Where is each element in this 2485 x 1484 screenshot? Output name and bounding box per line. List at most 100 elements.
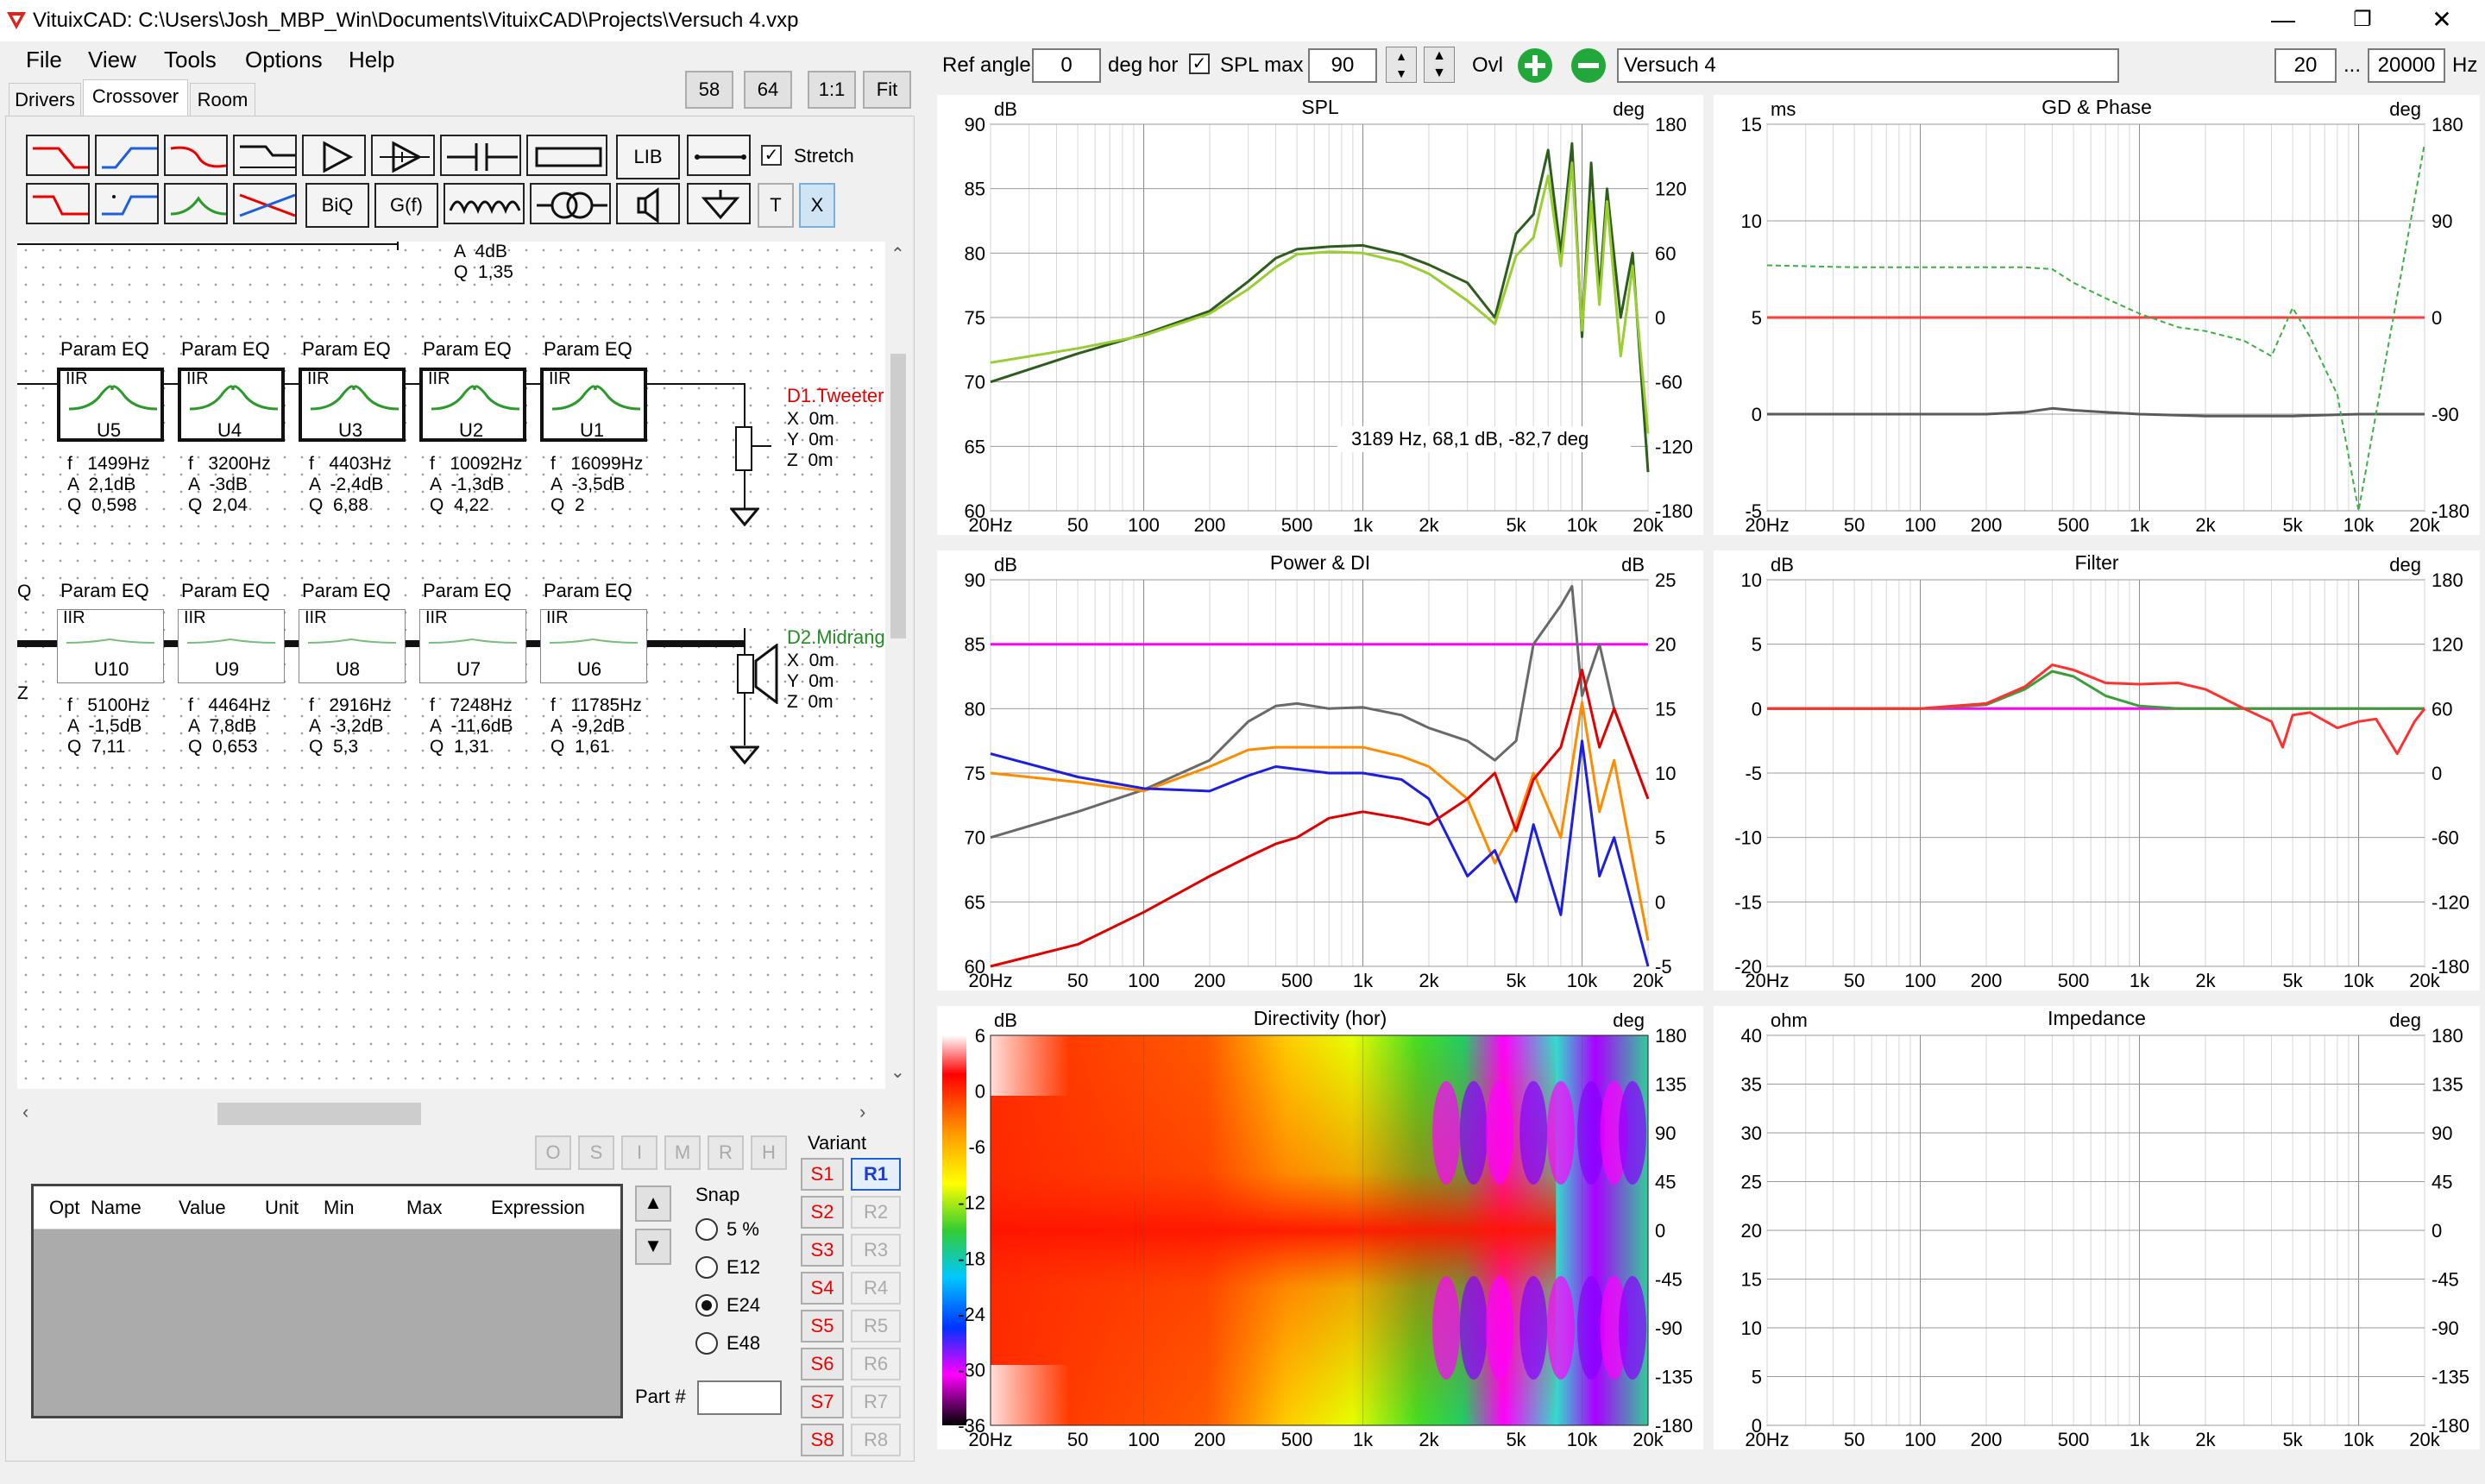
variant-s7-button[interactable]: S7 <box>801 1386 844 1418</box>
text-tool-button[interactable]: T <box>758 183 794 228</box>
stretch-checkbox[interactable]: ✓ <box>761 145 782 166</box>
lowpass-2-icon[interactable] <box>26 183 90 224</box>
transformer-icon[interactable] <box>530 183 611 224</box>
variant-s3-button[interactable]: S3 <box>801 1234 844 1267</box>
capacitor-icon[interactable] <box>440 135 521 176</box>
tweeter-driver-label[interactable]: D1.Tweeter <box>787 385 884 406</box>
variant-s2-button[interactable]: S2 <box>801 1196 844 1229</box>
filter-chart[interactable]: Filter dB deg 10 5 0 -5 -10 -15 -20 180 120 60 0 -60 -1… <box>1714 550 2480 990</box>
table-column-header[interactable]: Name <box>91 1197 142 1218</box>
schematic-canvas[interactable]: A 4dB Q 1,35 D1.Tweeter X 0m Y 0m Z 0m Q… <box>17 242 885 1089</box>
lowpass-filter-icon[interactable] <box>26 135 90 176</box>
bandstop-filter-icon[interactable] <box>164 135 228 176</box>
optimizer-r-button[interactable]: R <box>708 1135 744 1170</box>
menu-file[interactable]: File <box>26 47 62 72</box>
variant-s8-button[interactable]: S8 <box>801 1424 844 1456</box>
restore-button[interactable]: ❐ <box>2353 8 2372 31</box>
directivity-chart[interactable]: Directivity (hor) dB deg 6 0 -6 -12 -18 -24 -30 -3… <box>937 1006 1703 1449</box>
tweeter-driver-icon[interactable] <box>735 426 752 471</box>
impedance-chart[interactable]: Impedance ohm deg 40 35 30 25 20 15 10 5 0 180 135 90 4… <box>1714 1006 2480 1449</box>
zoom-64-button[interactable]: 64 <box>744 71 792 109</box>
menu-view[interactable]: View <box>88 47 136 72</box>
midrange-driver-label[interactable]: D2.Midrang <box>787 626 885 648</box>
amplifier-icon[interactable] <box>302 135 366 176</box>
table-column-header[interactable]: Value <box>179 1197 226 1218</box>
resistor-icon[interactable] <box>526 135 607 176</box>
optimizer-m-button[interactable]: M <box>664 1135 701 1170</box>
tweeter-eq-u2[interactable]: IIR U2 <box>419 368 526 442</box>
variant-r2-button[interactable]: R2 <box>851 1196 901 1229</box>
table-column-header[interactable]: Min <box>324 1197 355 1218</box>
add-overlay-icon[interactable] <box>1515 47 1555 85</box>
spin-down-icon[interactable]: ▼ <box>1395 66 1407 80</box>
variant-r4-button[interactable]: R4 <box>851 1272 901 1305</box>
variant-r8-button[interactable]: R8 <box>851 1424 901 1456</box>
minimize-button[interactable]: — <box>2271 6 2295 33</box>
tab-crossover[interactable]: Crossover <box>83 79 188 117</box>
variant-r5-button[interactable]: R5 <box>851 1310 901 1343</box>
delete-tool-button[interactable]: X <box>799 183 835 228</box>
snap-e24-radio[interactable] <box>695 1294 718 1317</box>
variant-s4-button[interactable]: S4 <box>801 1272 844 1305</box>
vscroll-thumb[interactable] <box>890 354 906 638</box>
mid-eq-u7[interactable]: IIR U7 <box>419 608 526 683</box>
tab-drivers[interactable]: Drivers <box>9 83 81 117</box>
tweeter-eq-u5[interactable]: IIR U5 <box>57 368 164 442</box>
zoom-1to1-button[interactable]: 1:1 <box>808 71 856 109</box>
table-column-header[interactable]: Expression <box>491 1197 585 1218</box>
summing-amp-icon[interactable] <box>371 135 435 176</box>
freq-max-input[interactable] <box>2368 48 2445 83</box>
library-button[interactable]: LIB <box>616 135 680 179</box>
optimizer-h-button[interactable]: H <box>751 1135 787 1170</box>
variant-s5-button[interactable]: S5 <box>801 1310 844 1343</box>
remove-overlay-icon[interactable] <box>1569 47 1608 85</box>
menu-tools[interactable]: Tools <box>164 47 217 72</box>
variant-r7-button[interactable]: R7 <box>851 1386 901 1418</box>
tweeter-eq-u3[interactable]: IIR U3 <box>299 368 406 442</box>
table-column-header[interactable]: Unit <box>265 1197 299 1218</box>
mid-eq-u8[interactable]: IIR U8 <box>299 608 406 683</box>
scroll-right-icon[interactable]: › <box>859 1101 866 1122</box>
hscroll-thumb[interactable] <box>217 1103 421 1125</box>
snap-e12-radio[interactable] <box>695 1256 718 1279</box>
spin-up-icon[interactable]: ▲ <box>1395 49 1407 63</box>
variant-r6-button[interactable]: R6 <box>851 1348 901 1380</box>
highpass-2-icon[interactable] <box>95 183 159 224</box>
optimizer-o-button[interactable]: O <box>535 1135 571 1170</box>
move-down-icon[interactable]: ▼ <box>635 1229 671 1265</box>
scroll-down-icon[interactable]: ⌄ <box>890 1063 905 1082</box>
spl-max-checkbox[interactable]: ✓ <box>1189 53 1210 74</box>
wire-icon[interactable] <box>687 135 751 176</box>
mid-eq-u9[interactable]: IIR U9 <box>178 608 285 683</box>
variant-s6-button[interactable]: S6 <box>801 1348 844 1380</box>
power-di-chart[interactable]: Power & DI dB dB 90 85 80 75 70 65 60 25 20 15 10 5 0 -5… <box>937 550 1703 990</box>
part-number-input[interactable] <box>697 1380 782 1415</box>
optimizer-table[interactable]: Opt Name Value Unit Min Max Expression <box>31 1184 623 1418</box>
ground-icon[interactable] <box>687 183 751 224</box>
midrange-speaker-icon[interactable] <box>754 644 780 704</box>
close-button[interactable]: ✕ <box>2432 6 2452 33</box>
mid-eq-u6[interactable]: IIR U6 <box>540 608 647 683</box>
scroll-up-icon[interactable]: ⌃ <box>890 245 905 264</box>
snap-e48-radio[interactable] <box>695 1332 718 1355</box>
peaking-filter-icon[interactable] <box>164 183 228 224</box>
table-column-header[interactable]: Opt <box>49 1197 80 1218</box>
schematic-hscroll[interactable]: ‹ › <box>17 1097 885 1132</box>
gd-phase-chart[interactable]: GD & Phase ms deg 15 10 5 0 -5 180 90 0 -90 -180 20Hz… <box>1714 95 2480 535</box>
tab-room[interactable]: Room <box>190 83 255 117</box>
spl-spinner[interactable]: ▲ ▼ <box>1386 47 1417 83</box>
spl-max-input[interactable] <box>1308 48 1377 83</box>
snap-5pct-radio[interactable] <box>695 1218 718 1241</box>
spl-chart[interactable]: SPL dB deg 90 85 80 75 70 65 60 180 120 60 0 -60 -120 -1… <box>937 95 1703 535</box>
speaker-icon[interactable] <box>616 183 680 224</box>
variant-r1-button[interactable]: R1 <box>851 1158 901 1191</box>
spl-range-spinner[interactable]: ▲ ▼ <box>1424 47 1455 83</box>
tweeter-eq-u4[interactable]: IIR U4 <box>178 368 285 442</box>
variant-r3-button[interactable]: R3 <box>851 1234 901 1267</box>
zoom-58-button[interactable]: 58 <box>685 71 733 109</box>
ref-angle-input[interactable] <box>1032 48 1101 83</box>
crossover-icon[interactable] <box>233 183 297 224</box>
mid-eq-u10[interactable]: IIR U10 <box>57 608 164 683</box>
overlay-name-input[interactable] <box>1617 48 2119 83</box>
variant-s1-button[interactable]: S1 <box>801 1158 844 1191</box>
